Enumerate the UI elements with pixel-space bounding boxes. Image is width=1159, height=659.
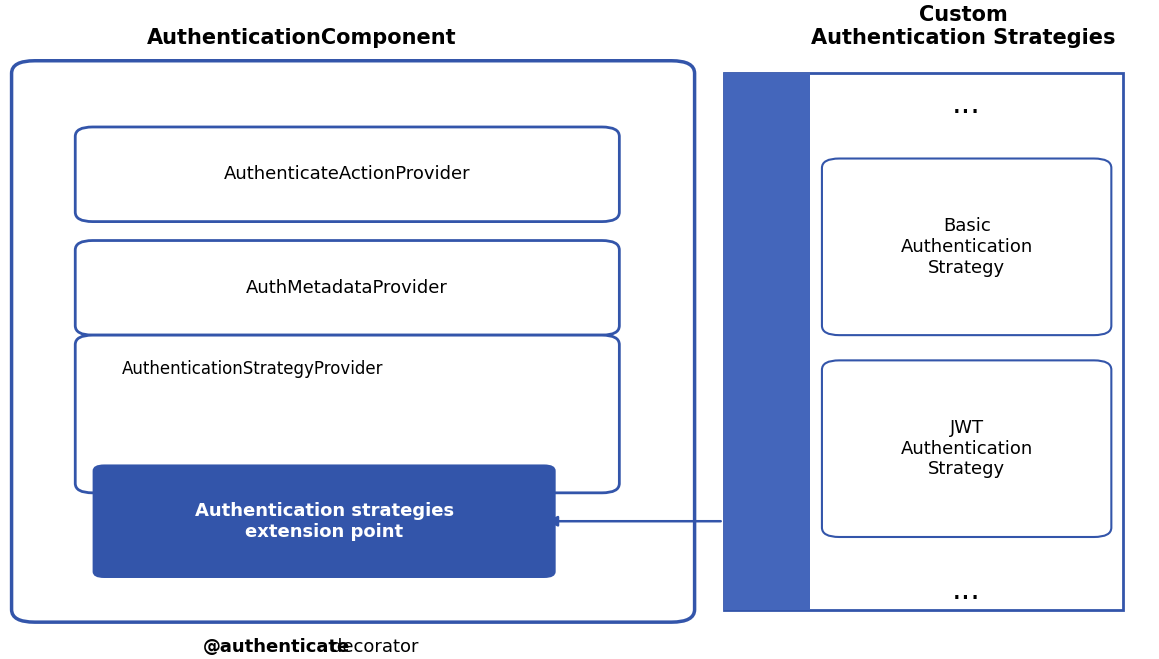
FancyBboxPatch shape — [75, 127, 619, 221]
Bar — [723, 73, 810, 610]
FancyBboxPatch shape — [822, 159, 1111, 335]
FancyBboxPatch shape — [723, 73, 1123, 610]
FancyBboxPatch shape — [822, 360, 1111, 537]
Text: Authentication strategies
extension point: Authentication strategies extension poin… — [195, 501, 453, 540]
FancyBboxPatch shape — [93, 465, 555, 578]
Text: AuthenticationComponent: AuthenticationComponent — [147, 28, 457, 48]
Text: AuthenticationStrategyProvider: AuthenticationStrategyProvider — [122, 360, 384, 378]
Text: Custom
Authentication Strategies: Custom Authentication Strategies — [811, 5, 1115, 48]
Text: JWT
Authentication
Strategy: JWT Authentication Strategy — [901, 419, 1033, 478]
Text: ...: ... — [953, 576, 981, 605]
Text: e
x
t
e
n
s
i
o
n
s: e x t e n s i o n s — [761, 214, 773, 469]
FancyBboxPatch shape — [75, 335, 619, 493]
Text: @authenticate: @authenticate — [203, 638, 350, 656]
Text: ...: ... — [953, 90, 981, 119]
Text: decorator: decorator — [331, 638, 418, 656]
FancyBboxPatch shape — [75, 241, 619, 335]
Text: AuthMetadataProvider: AuthMetadataProvider — [247, 279, 449, 297]
Text: Basic
Authentication
Strategy: Basic Authentication Strategy — [901, 217, 1033, 277]
Text: AuthenticateActionProvider: AuthenticateActionProvider — [224, 165, 471, 183]
FancyBboxPatch shape — [12, 61, 694, 622]
